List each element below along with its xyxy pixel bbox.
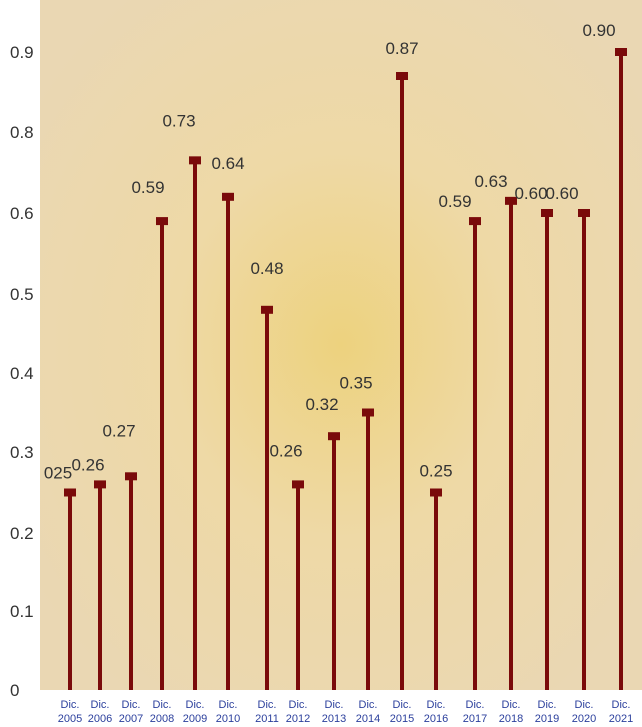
data-label: 0.60: [545, 184, 578, 203]
y-tick-label: 0.2: [10, 524, 34, 543]
bar-cap: [469, 217, 481, 226]
x-tick-label: Dic.: [91, 699, 110, 711]
y-tick-label: 0.3: [10, 443, 34, 462]
x-tick-label: Dic.: [325, 699, 344, 711]
x-tick-year: 2019: [535, 713, 559, 725]
data-label: 025: [44, 464, 72, 483]
x-axis-ticks: Dic. 2005 Dic. 2006 Dic. 2007 Dic. 2008 Dic. 2009…: [58, 699, 633, 725]
data-label: 0.59: [131, 178, 164, 197]
bar-cap: [578, 209, 590, 217]
x-tick-year: 2010: [216, 713, 240, 725]
x-tick-year: 2014: [356, 713, 380, 725]
x-tick-year: 2006: [88, 713, 112, 725]
bar-cap: [156, 217, 168, 226]
x-tick-year: 2015: [390, 713, 414, 725]
data-label: 0.90: [582, 21, 615, 40]
y-tick-label: 0.4: [10, 364, 34, 383]
x-tick-year: 2005: [58, 713, 82, 725]
x-tick-label: Dic.: [538, 699, 557, 711]
bar-cap: [362, 408, 374, 417]
data-label: 0.59: [438, 192, 471, 211]
x-tick-label: Dic.: [612, 699, 631, 711]
x-tick-label: Dic.: [289, 699, 308, 711]
bar-cap: [396, 72, 408, 80]
y-tick-label: 0: [10, 681, 19, 700]
bar-cap: [430, 488, 442, 497]
x-tick-year: 2009: [183, 713, 207, 725]
x-tick-year: 2018: [499, 713, 523, 725]
data-label: 0.27: [102, 421, 135, 440]
data-label: 0.25: [419, 462, 452, 481]
bar-cap: [189, 156, 201, 165]
data-label: 0.60: [514, 184, 547, 203]
y-tick-label: 0.6: [10, 204, 34, 223]
data-label: 0.48: [250, 259, 283, 278]
bar-series: [64, 48, 627, 690]
x-tick-label: Dic.: [122, 699, 141, 711]
x-tick-year: 2008: [150, 713, 174, 725]
bar-cap: [541, 209, 553, 217]
x-tick-year: 2020: [572, 713, 596, 725]
bar-cap: [292, 480, 304, 489]
plot-background: [40, 0, 642, 690]
y-tick-label: 0.9: [10, 43, 34, 62]
bar-cap: [261, 305, 273, 314]
x-tick-label: Dic.: [466, 699, 485, 711]
x-tick-label: Dic.: [393, 699, 412, 711]
data-label: 0.32: [305, 395, 338, 414]
data-labels: 025 0.260.270.590.730.640.480.260.320.350…: [44, 21, 616, 483]
x-tick-label: Dic.: [219, 699, 238, 711]
bar-cap: [505, 196, 517, 205]
bar-cap: [125, 472, 137, 481]
data-label: 0.73: [162, 111, 195, 130]
data-label: 0.26: [71, 455, 104, 474]
data-label: 0.26: [269, 441, 302, 460]
data-label: 0.35: [339, 374, 372, 393]
x-tick-year: 2017: [463, 713, 487, 725]
x-tick-year: 2013: [322, 713, 346, 725]
x-tick-year: 2021: [609, 713, 633, 725]
bar-cap: [64, 488, 76, 497]
x-tick-year: 2007: [119, 713, 143, 725]
x-tick-year: 2011: [255, 713, 279, 725]
x-tick-label: Dic.: [427, 699, 446, 711]
y-tick-label: 0.5: [10, 285, 34, 304]
y-tick-label: 0.1: [10, 602, 34, 621]
y-tick-label: 0.8: [10, 123, 34, 142]
x-tick-label: Dic.: [359, 699, 378, 711]
x-tick-year: 2016: [424, 713, 448, 725]
x-tick-label: Dic.: [61, 699, 80, 711]
data-label: 0.63: [474, 172, 507, 191]
bar-cap: [328, 432, 340, 441]
x-tick-year: 2012: [286, 713, 310, 725]
bar-cap: [94, 480, 106, 489]
x-tick-label: Dic.: [153, 699, 172, 711]
bar-cap: [222, 192, 234, 201]
x-tick-label: Dic.: [186, 699, 205, 711]
data-label: 0.64: [211, 154, 244, 173]
x-tick-label: Dic.: [258, 699, 277, 711]
y-axis-ticks: 0 0.1 0.2 0.3 0.4 0.5 0.6 0.8 0.9: [10, 43, 34, 700]
x-tick-label: Dic.: [502, 699, 521, 711]
data-label: 0.87: [385, 39, 418, 58]
x-tick-label: Dic.: [575, 699, 594, 711]
bar-cap: [615, 48, 627, 56]
